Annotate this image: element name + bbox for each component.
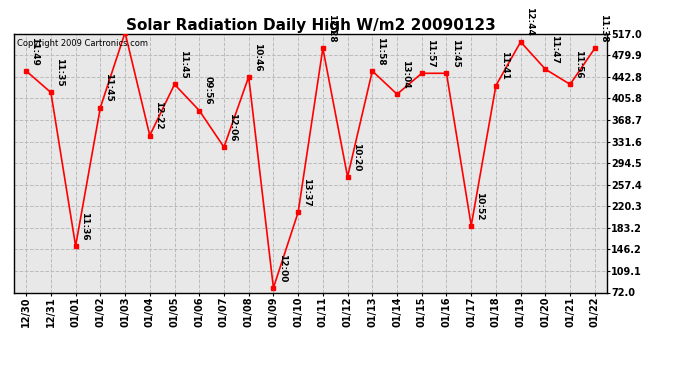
Text: 11:58: 11:58: [377, 37, 386, 65]
Text: 11:36: 11:36: [80, 212, 89, 240]
Text: 11:45: 11:45: [451, 39, 460, 68]
Text: 12:06: 12:06: [228, 113, 237, 142]
Text: 10:46: 10:46: [253, 43, 262, 71]
Text: 11:56: 11:56: [574, 50, 583, 79]
Text: 11:45: 11:45: [179, 50, 188, 79]
Text: 12:50: 12:50: [0, 374, 1, 375]
Text: 12:44: 12:44: [525, 8, 534, 36]
Text: 11:49: 11:49: [30, 36, 39, 65]
Text: 11:41: 11:41: [500, 51, 509, 80]
Text: 11:35: 11:35: [55, 58, 64, 87]
Text: Copyright 2009 Cartronics.com: Copyright 2009 Cartronics.com: [17, 39, 148, 48]
Text: 11:57: 11:57: [426, 39, 435, 68]
Text: 09:56: 09:56: [204, 76, 213, 105]
Text: 10:20: 10:20: [352, 143, 361, 171]
Text: 12:00: 12:00: [277, 254, 286, 282]
Text: 11:47: 11:47: [549, 35, 558, 64]
Text: 12:22: 12:22: [154, 101, 163, 130]
Text: 13:04: 13:04: [401, 60, 410, 88]
Text: 11:38: 11:38: [599, 14, 608, 43]
Text: 11:45: 11:45: [104, 73, 113, 102]
Text: 13:37: 13:37: [302, 178, 311, 207]
Title: Solar Radiation Daily High W/m2 20090123: Solar Radiation Daily High W/m2 20090123: [126, 18, 495, 33]
Text: 12:28: 12:28: [327, 14, 336, 43]
Text: 10:52: 10:52: [475, 192, 484, 220]
